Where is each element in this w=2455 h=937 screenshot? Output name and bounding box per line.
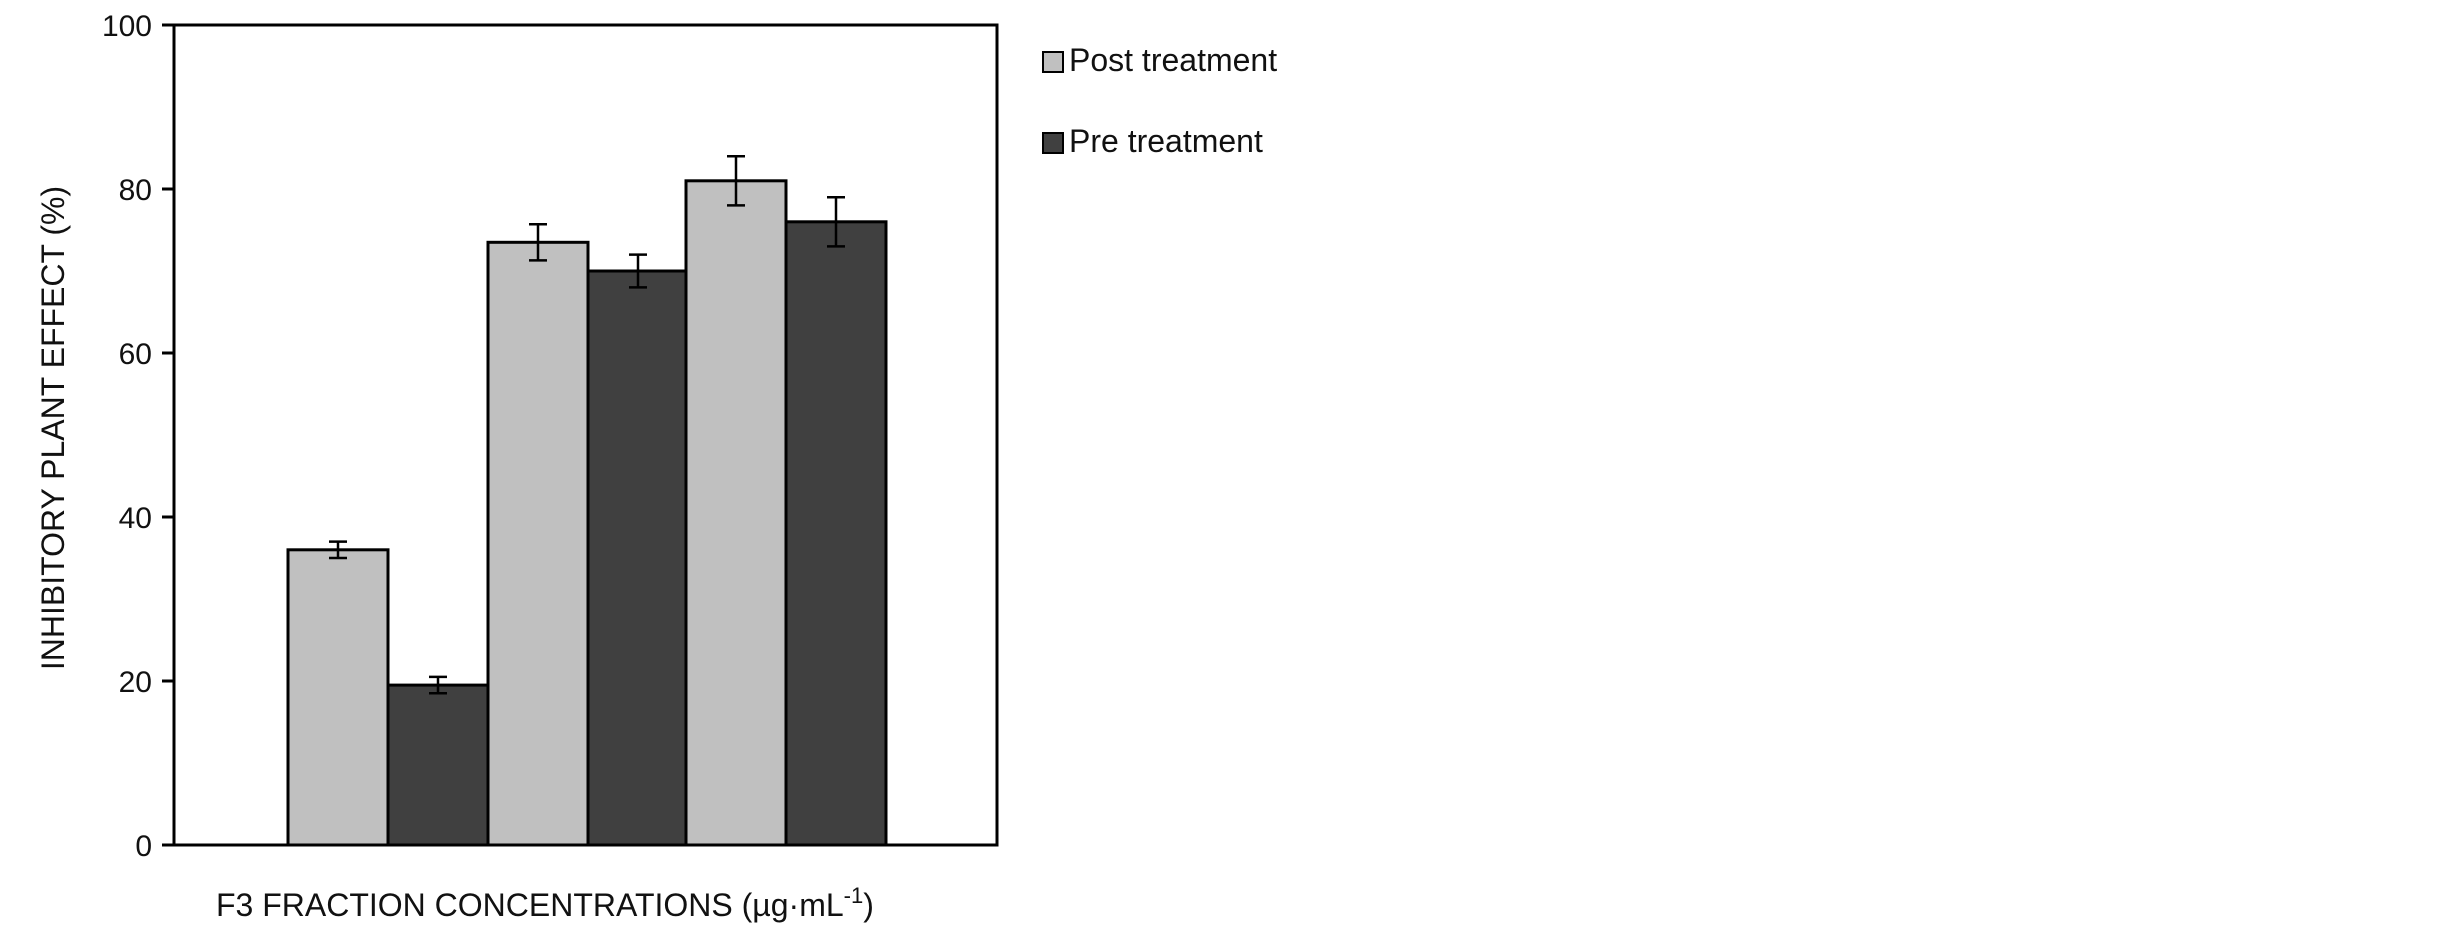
x-axis-title-close: ) [863, 887, 874, 923]
y-tick-label: 100 [102, 10, 152, 43]
legend-swatch [1042, 132, 1064, 154]
bar-group [286, 154, 888, 847]
x-axis-title: F3 FRACTION CONCENTRATIONS (µg·mL-1) [216, 883, 874, 923]
bar [386, 683, 490, 847]
legend-label: Post treatment [1069, 42, 1277, 78]
y-tick-label: 80 [119, 174, 152, 207]
y-axis-title: INHIBITORY PLANT EFFECT (%) [35, 186, 71, 670]
legend-label: Pre treatment [1069, 123, 1263, 159]
bar [286, 548, 390, 847]
y-axis: 0 20 40 60 80 100 [102, 10, 174, 863]
y-tick-label: 40 [119, 502, 152, 535]
x-axis-title-superscript: -1 [844, 883, 864, 908]
x-axis-title-main: F3 FRACTION CONCENTRATIONS (µg·mL [216, 887, 844, 923]
y-tick-label: 20 [119, 666, 152, 699]
bar [486, 240, 590, 847]
bar [586, 269, 690, 847]
bar [684, 179, 788, 847]
y-tick-label: 0 [135, 830, 152, 863]
y-tick-label: 60 [119, 338, 152, 371]
legend: Post treatment Pre treatment [1042, 42, 1277, 159]
bar [784, 220, 888, 847]
legend-swatch [1042, 51, 1064, 73]
